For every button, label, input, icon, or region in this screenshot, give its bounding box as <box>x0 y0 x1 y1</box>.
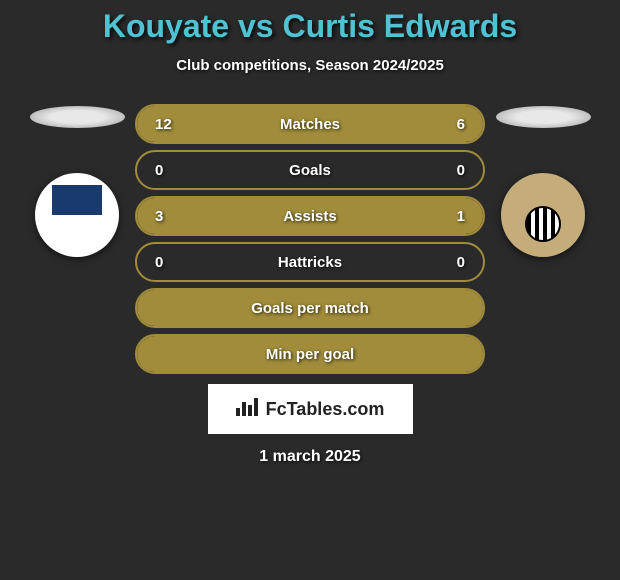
stat-right-value: 1 <box>457 208 465 225</box>
site-badge[interactable]: FcTables.com <box>208 384 413 434</box>
player-platform-left <box>30 106 125 128</box>
stat-label: Goals per match <box>137 300 483 317</box>
stat-right-value: 6 <box>457 116 465 133</box>
right-player-side <box>493 104 593 257</box>
badge-inner-icon <box>518 194 568 254</box>
stat-row: 12Matches6 <box>135 104 485 144</box>
content: 12Matches60Goals03Assists10Hattricks0Goa… <box>0 104 620 374</box>
stat-label: Matches <box>137 116 483 133</box>
stats-container: 12Matches60Goals03Assists10Hattricks0Goa… <box>135 104 485 374</box>
stat-row: Goals per match <box>135 288 485 328</box>
stat-row: 0Hattricks0 <box>135 242 485 282</box>
page-subtitle: Club competitions, Season 2024/2025 <box>0 57 620 74</box>
team-badge-right <box>501 173 585 257</box>
stat-label: Goals <box>137 162 483 179</box>
stat-row: 0Goals0 <box>135 150 485 190</box>
chart-bars-icon <box>236 396 260 422</box>
left-player-side <box>27 104 127 257</box>
header: Kouyate vs Curtis Edwards Club competiti… <box>0 0 620 74</box>
stat-row: Min per goal <box>135 334 485 374</box>
site-label: FcTables.com <box>266 399 385 420</box>
stat-right-value: 0 <box>457 162 465 179</box>
player-platform-right <box>496 106 591 128</box>
stat-label: Assists <box>137 208 483 225</box>
team-badge-left <box>35 173 119 257</box>
page-title: Kouyate vs Curtis Edwards <box>0 8 620 45</box>
stripes-icon <box>525 206 561 242</box>
stat-right-value: 0 <box>457 254 465 271</box>
shield-icon <box>52 185 102 245</box>
date-label: 1 march 2025 <box>0 448 620 466</box>
stat-row: 3Assists1 <box>135 196 485 236</box>
stat-label: Hattricks <box>137 254 483 271</box>
stat-label: Min per goal <box>137 346 483 363</box>
